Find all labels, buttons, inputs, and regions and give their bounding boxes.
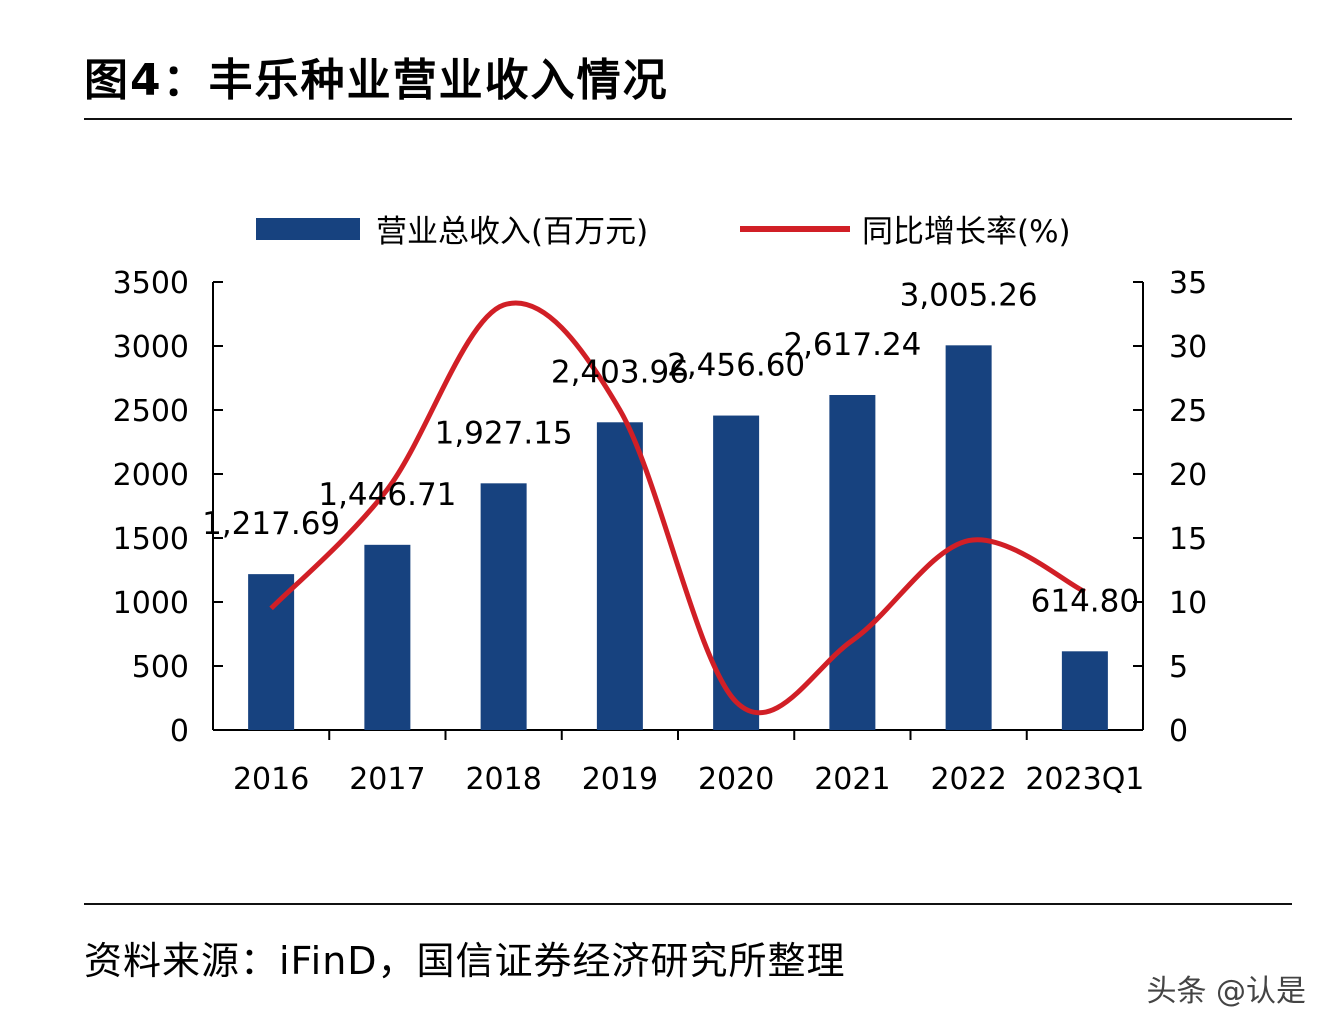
left-tick-label: 500 [132, 650, 189, 685]
revenue-bar [1061, 651, 1108, 730]
x-tick-label: 2019 [582, 762, 658, 797]
bar-value-label: 2,617.24 [783, 327, 921, 363]
left-tick-label: 1000 [113, 586, 189, 621]
legend-line-label: 同比增长率(%) [862, 214, 1071, 250]
data-labels: 1,217.691,446.71 1,927.15 2,403.962,456.60… [202, 277, 1139, 619]
bar-value-label: 1,927.15 [435, 415, 573, 451]
bar-value-label: 1,446.71 [318, 477, 456, 513]
right-tick-label: 15 [1169, 522, 1207, 557]
revenue-bar [596, 422, 643, 730]
right-tick-label: 10 [1169, 586, 1207, 621]
x-tick-label: 2021 [814, 762, 890, 797]
growth-line [269, 300, 1086, 716]
left-tick-label: 0 [170, 714, 189, 749]
bar-value-label: 2,403.96 [551, 354, 689, 390]
bar-value-label: 2,456.60 [667, 348, 805, 384]
revenue-bar [248, 574, 295, 730]
left-tick-label: 3500 [113, 266, 189, 301]
legend-bar-label: 营业总收入(百万元) [376, 214, 648, 250]
figure-title: 图4：丰乐种业营业收入情况 [84, 55, 669, 106]
growth-line-series [269, 300, 1086, 716]
legend-bar-swatch [256, 218, 360, 240]
left-tick-label: 3000 [113, 330, 189, 365]
right-tick-label: 0 [1169, 714, 1188, 749]
x-tick-label: 2023Q1 [1025, 762, 1144, 797]
x-tick-label: 2022 [930, 762, 1006, 797]
right-tick-label: 5 [1169, 650, 1188, 685]
right-tick-label: 20 [1169, 458, 1207, 493]
source-divider [84, 903, 1292, 905]
left-tick-label: 2000 [113, 458, 189, 493]
x-tick-label: 2020 [698, 762, 774, 797]
x-tick-label: 2017 [349, 762, 425, 797]
bar-value-label: 1,217.69 [202, 506, 340, 542]
source-note: 资料来源：iFinD，国信证券经济研究所整理 [84, 939, 846, 983]
left-tick-label: 2500 [113, 394, 189, 429]
bar-value-label: 3,005.26 [900, 277, 1038, 313]
right-tick-label: 25 [1169, 394, 1207, 429]
revenue-bar [364, 544, 411, 730]
bar-value-label: 614.80 [1031, 583, 1139, 619]
watermark: 头条 @认是 [1146, 974, 1306, 1009]
chart-legend: 营业总收入(百万元) 同比增长率(%) [256, 214, 1071, 250]
right-tick-label: 30 [1169, 330, 1207, 365]
revenue-bar [480, 483, 527, 730]
right-tick-label: 35 [1169, 266, 1207, 301]
x-tick-label: 2018 [465, 762, 541, 797]
title-divider [84, 118, 1292, 120]
chart-axes: 0 500 1000 1500 2000 2500 3000 3500 0 5 10 15 20 25 30… [113, 266, 1208, 797]
revenue-bar [945, 345, 992, 730]
revenue-bar [829, 394, 876, 730]
x-tick-label: 2016 [233, 762, 309, 797]
bar-series [248, 345, 1108, 730]
left-tick-label: 1500 [113, 522, 189, 557]
